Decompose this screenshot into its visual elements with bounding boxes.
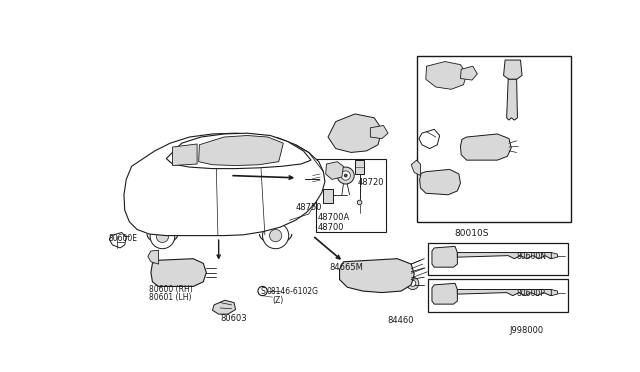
- Circle shape: [134, 184, 140, 190]
- Circle shape: [168, 261, 192, 284]
- Text: 80010S: 80010S: [454, 229, 488, 238]
- Circle shape: [378, 263, 399, 285]
- Polygon shape: [340, 259, 414, 293]
- Circle shape: [410, 280, 416, 286]
- Polygon shape: [507, 79, 517, 120]
- Text: (Z): (Z): [273, 296, 284, 305]
- Polygon shape: [460, 134, 511, 160]
- Circle shape: [341, 171, 350, 180]
- Text: 80600 (RH): 80600 (RH): [149, 285, 193, 294]
- Bar: [436, 286, 447, 297]
- Polygon shape: [458, 253, 553, 259]
- Polygon shape: [432, 246, 458, 267]
- Text: 48750: 48750: [296, 203, 322, 212]
- Text: 80603: 80603: [220, 314, 247, 323]
- Polygon shape: [551, 253, 557, 259]
- Polygon shape: [458, 289, 553, 296]
- Circle shape: [131, 181, 143, 193]
- Circle shape: [258, 286, 267, 296]
- Bar: [428, 279, 568, 312]
- Polygon shape: [212, 300, 236, 314]
- Text: S: S: [260, 286, 265, 295]
- Circle shape: [156, 230, 168, 243]
- Text: 80600N: 80600N: [516, 252, 547, 261]
- Text: 08146-6102G: 08146-6102G: [266, 287, 319, 296]
- Bar: [417, 56, 570, 222]
- Polygon shape: [326, 162, 344, 179]
- Circle shape: [462, 69, 471, 78]
- Circle shape: [387, 273, 390, 276]
- Circle shape: [431, 173, 450, 191]
- Polygon shape: [551, 289, 557, 296]
- Polygon shape: [109, 232, 126, 248]
- Circle shape: [355, 270, 365, 281]
- Polygon shape: [419, 129, 440, 148]
- Circle shape: [477, 142, 486, 152]
- Bar: [323, 189, 333, 203]
- Polygon shape: [328, 114, 382, 153]
- Circle shape: [349, 265, 371, 286]
- Circle shape: [150, 224, 175, 249]
- Polygon shape: [432, 283, 458, 304]
- Circle shape: [359, 274, 362, 277]
- Circle shape: [442, 71, 451, 80]
- Text: J998000: J998000: [509, 326, 543, 335]
- Bar: [355, 160, 364, 174]
- Polygon shape: [420, 169, 460, 195]
- Polygon shape: [151, 259, 206, 286]
- Polygon shape: [411, 160, 420, 176]
- Text: 48700A: 48700A: [318, 213, 350, 222]
- Bar: [508, 62, 517, 74]
- Circle shape: [337, 167, 354, 184]
- Bar: [436, 250, 447, 260]
- Circle shape: [371, 128, 380, 137]
- Circle shape: [220, 308, 225, 314]
- Circle shape: [178, 270, 182, 275]
- Text: 80600P: 80600P: [516, 289, 545, 298]
- Circle shape: [357, 200, 362, 205]
- Circle shape: [436, 177, 445, 186]
- Polygon shape: [124, 133, 325, 235]
- Text: 48720: 48720: [357, 178, 384, 187]
- Circle shape: [406, 277, 419, 289]
- Text: 80600E: 80600E: [109, 234, 138, 243]
- Circle shape: [348, 124, 367, 142]
- Polygon shape: [148, 250, 159, 264]
- Circle shape: [473, 138, 492, 156]
- Circle shape: [174, 266, 186, 279]
- Polygon shape: [504, 60, 522, 79]
- Circle shape: [437, 66, 456, 85]
- Polygon shape: [371, 125, 388, 139]
- Text: 80601 (LH): 80601 (LH): [149, 293, 192, 302]
- Circle shape: [262, 222, 289, 249]
- Polygon shape: [460, 66, 477, 80]
- Bar: [428, 243, 568, 275]
- Circle shape: [439, 180, 442, 183]
- Circle shape: [269, 230, 282, 242]
- Circle shape: [492, 139, 508, 154]
- Polygon shape: [198, 135, 284, 166]
- Circle shape: [344, 174, 348, 177]
- Polygon shape: [166, 133, 311, 169]
- Bar: [316, 158, 386, 232]
- Polygon shape: [172, 144, 197, 166]
- Text: 48700: 48700: [318, 222, 344, 231]
- Text: 84460: 84460: [387, 316, 414, 325]
- Circle shape: [383, 269, 394, 279]
- Circle shape: [496, 142, 504, 150]
- Polygon shape: [426, 62, 467, 89]
- Circle shape: [353, 129, 362, 138]
- Text: 84665M: 84665M: [330, 263, 364, 272]
